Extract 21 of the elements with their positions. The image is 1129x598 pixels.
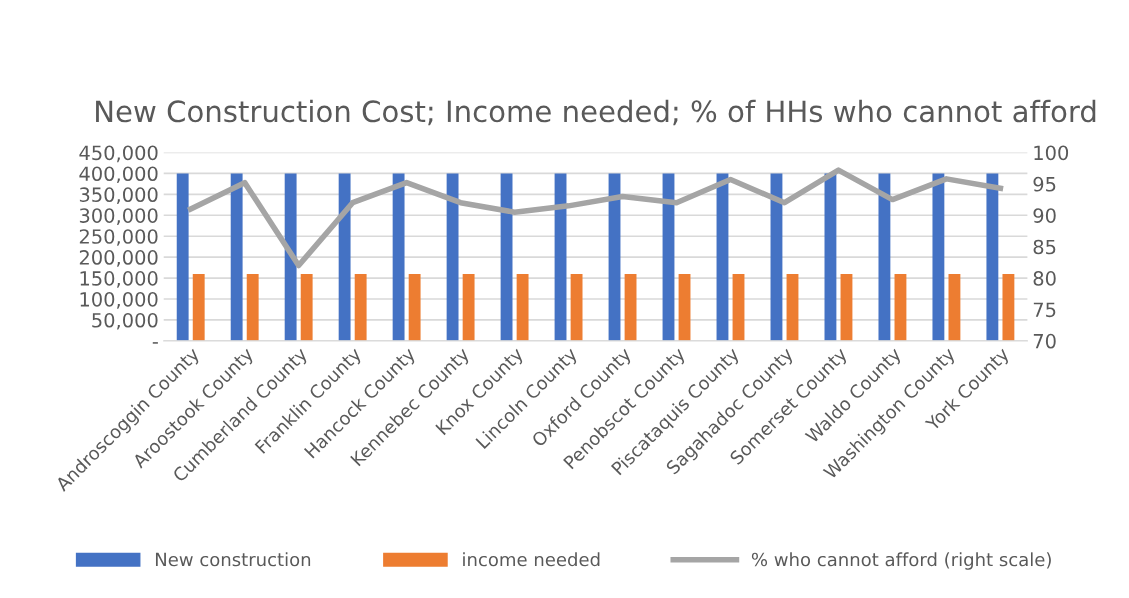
y-tick-label: 200,000 — [79, 250, 158, 267]
y2-tick-label: 75 — [1033, 302, 1056, 318]
y2-tick-label: 85 — [1033, 239, 1056, 255]
y-tick-label: - — [152, 342, 158, 344]
y-tick-label: 150,000 — [80, 271, 158, 288]
chart-title: New Construction Cost; Income needed; % of HHs who cannot afford — [96, 99, 1096, 126]
y-tick-label: 50,000 — [92, 312, 158, 330]
y-tick-label: 250,000 — [79, 229, 158, 246]
y2-tick-label: 70 — [1033, 333, 1056, 349]
y-tick-label: 300,000 — [79, 208, 158, 225]
y-tick-label: 350,000 — [79, 187, 158, 204]
y2-tick-label: 90 — [1033, 208, 1056, 223]
y2-tick-label: 95 — [1033, 176, 1056, 192]
y2-tick-label: 100 — [1034, 145, 1069, 161]
y-tick-label: 400,000 — [79, 166, 158, 184]
legend-label: income needed — [463, 552, 600, 567]
legend-label: New construction — [155, 552, 311, 567]
y2-tick-label: 80 — [1033, 271, 1056, 286]
y-tick-label: 100,000 — [80, 291, 158, 309]
y-tick-label: 450,000 — [79, 145, 158, 163]
legend-label: % who cannot afford (right scale) — [751, 552, 1051, 570]
